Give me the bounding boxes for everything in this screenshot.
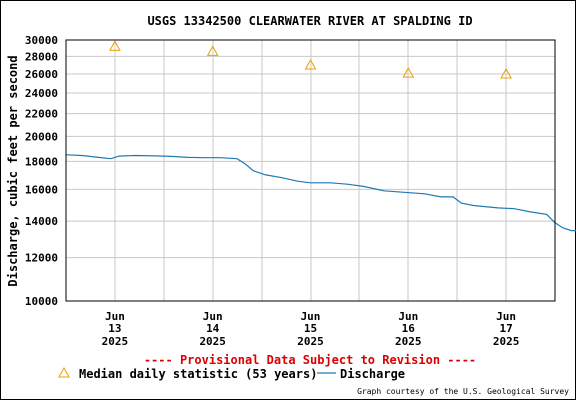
x-tick-year: 2025 bbox=[297, 335, 324, 348]
x-tick-month: Jun bbox=[398, 310, 418, 323]
x-tick-day: 15 bbox=[304, 322, 317, 335]
x-tick-month: Jun bbox=[203, 310, 223, 323]
y-tick-label: 24000 bbox=[25, 87, 58, 100]
x-tick-day: 13 bbox=[108, 322, 121, 335]
y-axis-label: Discharge, cubic feet per second bbox=[6, 55, 20, 286]
x-tick-month: Jun bbox=[301, 310, 321, 323]
x-tick-year: 2025 bbox=[493, 335, 520, 348]
provisional-notice: ---- Provisional Data Subject to Revisio… bbox=[144, 353, 476, 367]
y-tick-label: 28000 bbox=[25, 50, 58, 63]
legend-discharge-label: Discharge bbox=[340, 367, 405, 381]
median-triangle-marker bbox=[402, 67, 415, 78]
x-tick-day: 17 bbox=[499, 322, 512, 335]
chart-title: USGS 13342500 CLEARWATER RIVER AT SPALDI… bbox=[147, 14, 472, 28]
y-tick-label: 30000 bbox=[25, 34, 58, 47]
x-tick-month: Jun bbox=[105, 310, 125, 323]
x-tick-labels: Jun132025Jun142025Jun152025Jun162025Jun1… bbox=[102, 310, 520, 348]
median-triangle-marker bbox=[109, 40, 121, 51]
y-tick-labels: 10000 12000 14000 16000 18000 20000 22000 24000… bbox=[25, 34, 58, 308]
y-tick-label: 18000 bbox=[25, 155, 58, 168]
x-tick-year: 2025 bbox=[199, 335, 226, 348]
x-tick-day: 14 bbox=[206, 322, 220, 335]
y-tick-label: 26000 bbox=[25, 68, 58, 81]
legend-median-label: Median daily statistic (53 years) bbox=[79, 367, 317, 381]
median-triangle-marker bbox=[304, 59, 317, 70]
y-tick-label: 16000 bbox=[25, 183, 58, 196]
y-tick-label: 14000 bbox=[25, 215, 58, 228]
grid-lines bbox=[66, 39, 555, 302]
plot-area-border bbox=[65, 39, 556, 302]
x-tick-year: 2025 bbox=[102, 335, 129, 348]
data-series bbox=[65, 40, 576, 232]
x-tick-month: Jun bbox=[496, 310, 516, 323]
y-tick-label: 10000 bbox=[25, 295, 58, 308]
y-tick-label: 12000 bbox=[25, 252, 58, 265]
y-tick-label: 22000 bbox=[25, 108, 58, 121]
x-tick-year: 2025 bbox=[395, 335, 422, 348]
median-triangle-marker bbox=[206, 45, 219, 56]
y-tick-label: 20000 bbox=[25, 130, 58, 143]
x-tick-day: 16 bbox=[402, 322, 416, 335]
discharge-series-line bbox=[65, 154, 576, 232]
median-triangle-marker bbox=[500, 67, 512, 79]
usgs-courtesy-note: Graph courtesy of the U.S. Geological Su… bbox=[357, 387, 569, 396]
median-legend-triangle-icon bbox=[58, 366, 70, 378]
